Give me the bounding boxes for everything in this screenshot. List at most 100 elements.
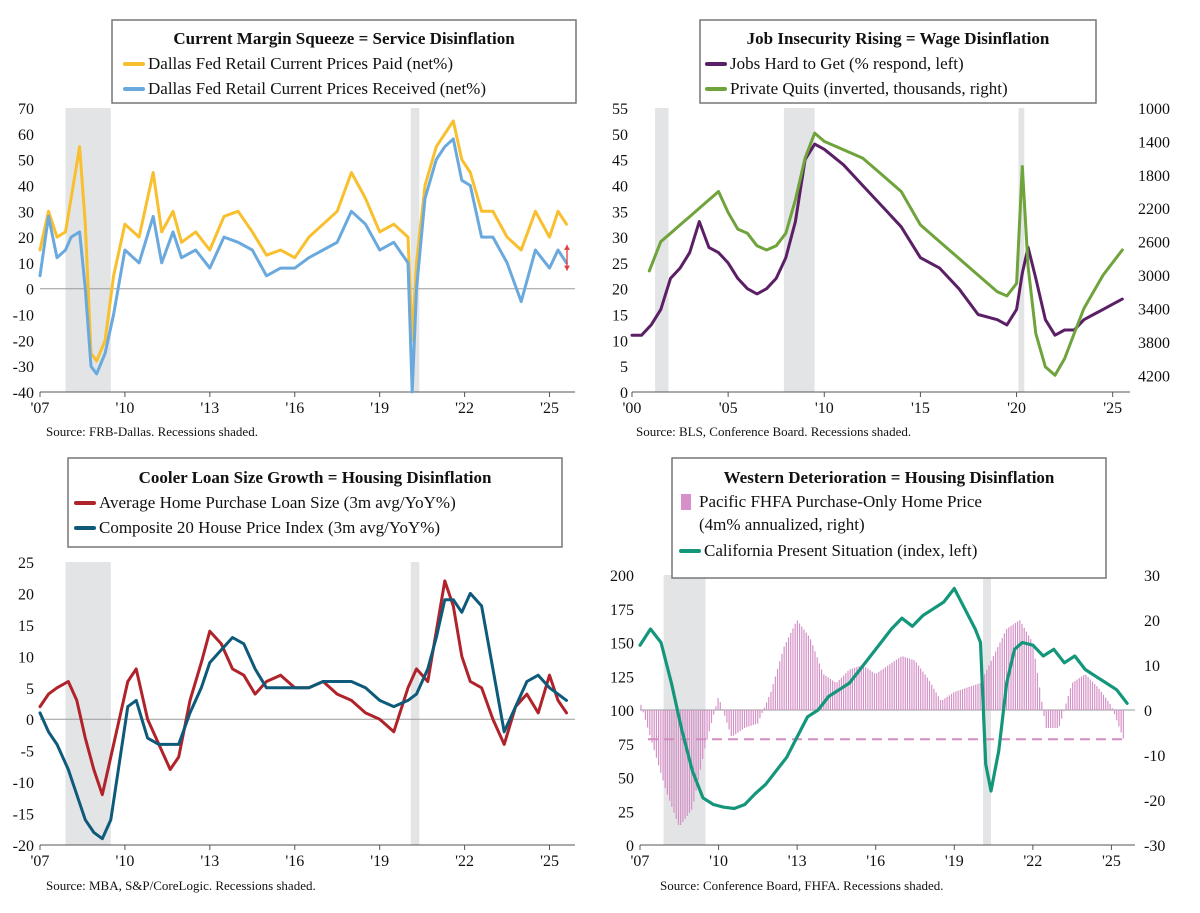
bar (1028, 635, 1030, 710)
bar (1014, 622, 1017, 710)
y-tick-label: 45 (612, 153, 628, 170)
x-tick-label: '07 (631, 853, 650, 870)
bar (664, 710, 666, 789)
y-tick-label: -15 (13, 807, 34, 824)
bar (1116, 710, 1118, 721)
bar (801, 626, 803, 710)
bar (1105, 697, 1107, 710)
bar (717, 697, 719, 710)
bar (763, 707, 765, 710)
recession-band (410, 108, 420, 392)
bar (889, 664, 891, 710)
bar (847, 670, 849, 710)
panel-western-deterioration: 20017515012510075502503020100-10-20-30'0… (610, 457, 1165, 893)
bar (825, 675, 827, 710)
recession-band (655, 108, 669, 392)
bar (871, 671, 873, 710)
bar (935, 692, 937, 710)
y-tick-label: 200 (610, 568, 634, 585)
chart-title: Current Margin Squeeze = Service Disinfl… (173, 29, 515, 48)
bar (1111, 708, 1113, 710)
y-tick-label: 15 (18, 618, 34, 635)
y-tick-label: 50 (18, 153, 34, 170)
bar (675, 710, 677, 819)
panel-margin-squeeze: 70 60 50 40 30 20 10 0 -10 -20 -30 -40'07 '10 '13 '16 '… (13, 19, 577, 439)
bar (790, 632, 792, 710)
bar (655, 710, 658, 758)
bar (677, 710, 680, 825)
bar (757, 710, 759, 724)
legend-label: California Present Situation (index, lef… (704, 541, 977, 560)
source-note: Source: MBA, S&P/CoreLogic. Recessions s… (46, 878, 316, 893)
bar (708, 710, 710, 732)
y2-tick-label: 2200 (1138, 201, 1170, 218)
bar (1122, 710, 1124, 739)
bar (922, 671, 924, 710)
bar (761, 710, 763, 713)
bar (1021, 624, 1023, 710)
y-tick-label: 75 (618, 737, 634, 754)
legend-label: Private Quits (inverted, thousands, righ… (730, 79, 1008, 98)
bar (1069, 688, 1072, 710)
bar (673, 710, 675, 813)
bar (926, 677, 928, 710)
series-line-0 (38, 579, 568, 797)
y-tick-label: 30 (612, 230, 628, 247)
y-tick-label: 150 (610, 636, 634, 653)
bar (999, 642, 1001, 710)
bar (1072, 682, 1074, 710)
bar (1005, 628, 1008, 710)
bar (779, 661, 781, 710)
bar (1076, 679, 1078, 710)
x-tick-label: '15 (911, 400, 930, 417)
x-tick-label: '19 (370, 400, 389, 417)
legend-box (699, 19, 1097, 104)
bar (1001, 638, 1003, 710)
x-tick-label: '13 (200, 400, 219, 417)
bar (682, 710, 684, 822)
bar (939, 700, 942, 710)
bar (838, 680, 840, 710)
bar (924, 674, 926, 710)
series-line-1 (647, 131, 1124, 377)
bar (1100, 691, 1102, 710)
chart-title: Western Deterioration = Housing Disinfla… (724, 468, 1055, 487)
bar (946, 696, 948, 710)
bar (1113, 710, 1116, 715)
bar (737, 710, 739, 733)
x-tick-label: '16 (866, 853, 885, 870)
bar (644, 710, 647, 720)
y-tick-label: 100 (610, 703, 634, 720)
bar (860, 665, 862, 710)
bar (944, 698, 946, 710)
bar (1067, 695, 1069, 710)
bar (770, 691, 772, 710)
bar (876, 673, 878, 710)
x-tick-label: '05 (719, 400, 738, 417)
y2-tick-label: 2600 (1138, 235, 1170, 252)
bar (647, 710, 649, 728)
bar (1120, 710, 1122, 733)
bar (1025, 631, 1028, 710)
y2-tick-label: -30 (1144, 838, 1165, 855)
bar (1019, 620, 1021, 710)
bar (807, 635, 809, 710)
bar (1063, 710, 1065, 712)
bar (968, 686, 970, 710)
bar (684, 710, 686, 819)
bar (902, 656, 904, 710)
bar (816, 657, 818, 710)
y-tick-label: 70 (18, 101, 34, 118)
y-tick-label: 15 (612, 308, 628, 325)
y2-tick-label: -20 (1144, 793, 1165, 810)
legend-label: Average Home Purchase Loan Size (3m avg/… (99, 493, 456, 512)
bar (1087, 677, 1089, 710)
bar (787, 637, 790, 710)
bar (1054, 710, 1056, 728)
bar (1043, 710, 1045, 717)
bar (1098, 688, 1100, 710)
bar (931, 684, 933, 710)
bar (1065, 703, 1067, 710)
bar (702, 710, 704, 760)
bar (1102, 694, 1105, 710)
